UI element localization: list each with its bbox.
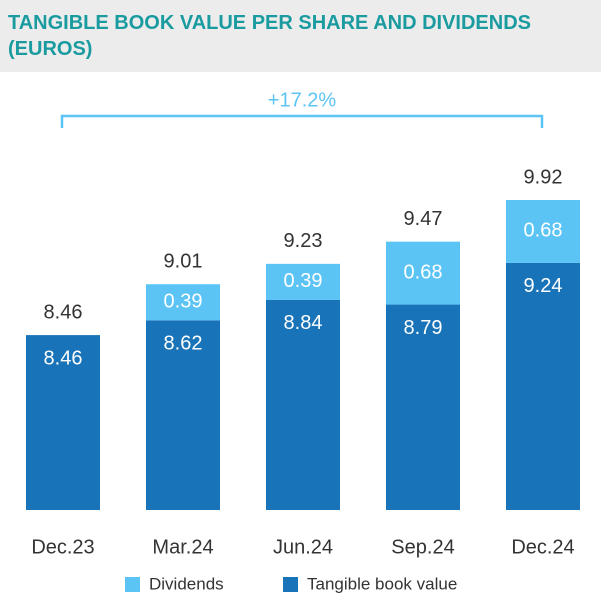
x-tick-label: Mar.24 bbox=[152, 536, 213, 558]
data-label: 0.68 bbox=[524, 220, 563, 242]
bar-segment bbox=[506, 200, 580, 263]
legend-label: Tangible book value bbox=[307, 574, 457, 593]
x-tick-label: Sep.24 bbox=[391, 536, 454, 558]
legend-swatch bbox=[125, 577, 140, 592]
total-label: 9.92 bbox=[524, 166, 563, 188]
total-label: 8.46 bbox=[44, 301, 83, 323]
bar-segment bbox=[146, 320, 220, 510]
data-label: 0.68 bbox=[404, 261, 443, 283]
chart-title: TANGIBLE BOOK VALUE PER SHARE AND DIVIDE… bbox=[0, 0, 601, 72]
bar-segment bbox=[386, 304, 460, 510]
data-label: 8.79 bbox=[404, 317, 443, 339]
total-label: 9.47 bbox=[404, 208, 443, 230]
total-label: 9.23 bbox=[284, 230, 323, 252]
data-label: 8.84 bbox=[284, 312, 323, 334]
bar-segment bbox=[26, 335, 100, 510]
bar-segment bbox=[146, 284, 220, 321]
legend-label: Dividends bbox=[149, 574, 224, 593]
bar-segment bbox=[506, 262, 580, 510]
bar-segment bbox=[266, 299, 340, 510]
data-label: 0.39 bbox=[284, 270, 323, 292]
annotation: +17.2% bbox=[268, 89, 337, 111]
bracket bbox=[60, 114, 544, 128]
data-label: 9.24 bbox=[524, 275, 563, 297]
x-tick-label: Dec.24 bbox=[511, 536, 574, 558]
data-label: 0.39 bbox=[164, 291, 203, 313]
legend-swatch bbox=[283, 577, 298, 592]
bar-segment bbox=[266, 263, 340, 300]
total-label: 9.01 bbox=[164, 250, 203, 272]
bar-segment bbox=[386, 241, 460, 305]
data-label: 8.62 bbox=[164, 333, 203, 355]
x-tick-label: Dec.23 bbox=[31, 536, 94, 558]
data-label: 8.46 bbox=[44, 347, 83, 369]
x-tick-label: Jun.24 bbox=[273, 536, 333, 558]
